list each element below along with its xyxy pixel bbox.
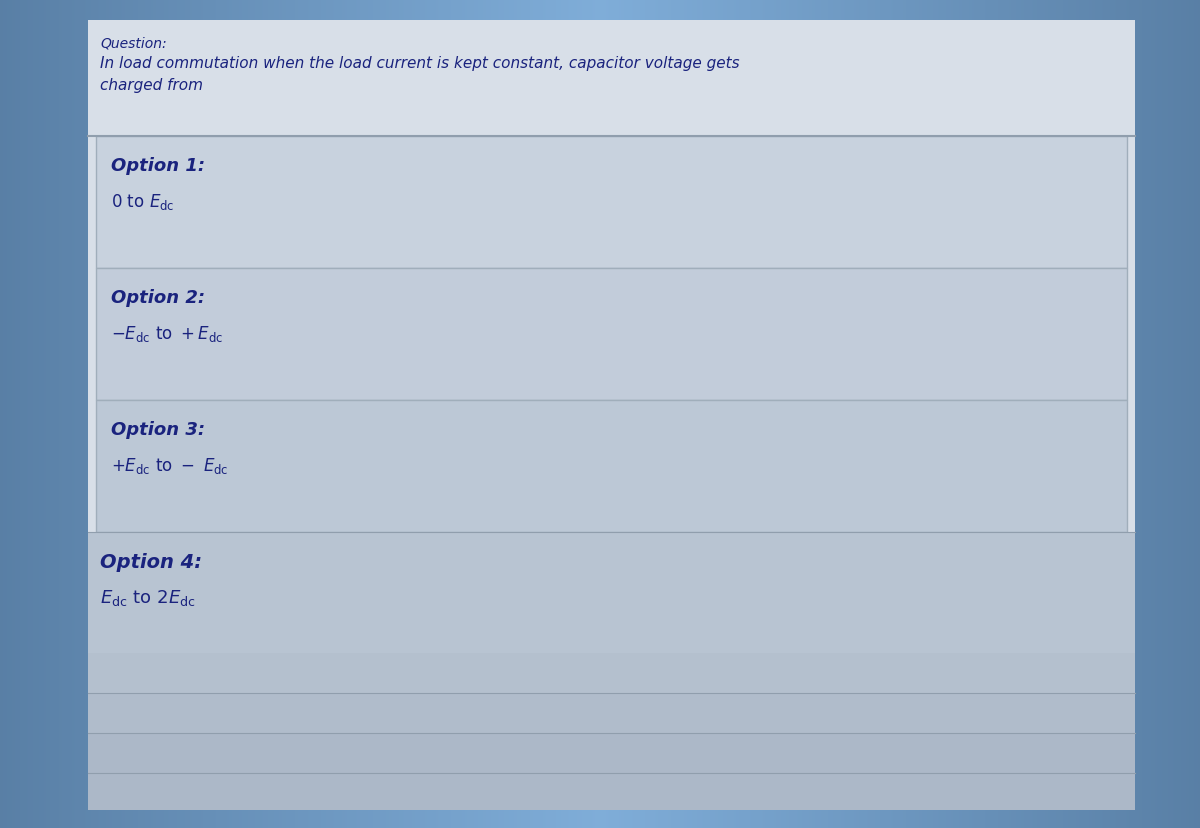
FancyBboxPatch shape bbox=[96, 137, 1127, 268]
FancyBboxPatch shape bbox=[88, 773, 1135, 810]
Text: charged from: charged from bbox=[100, 78, 203, 93]
FancyBboxPatch shape bbox=[88, 653, 1135, 693]
Text: $E_{\mathrm{dc}}\ \mathrm{to}\ 2E_{\mathrm{dc}}$: $E_{\mathrm{dc}}\ \mathrm{to}\ 2E_{\math… bbox=[100, 587, 196, 607]
Text: $0\ \mathrm{to}\ E_{\mathrm{dc}}$: $0\ \mathrm{to}\ E_{\mathrm{dc}}$ bbox=[112, 192, 174, 212]
Text: Option 4:: Option 4: bbox=[100, 552, 202, 571]
Text: Option 2:: Option 2: bbox=[112, 289, 205, 306]
FancyBboxPatch shape bbox=[88, 21, 1135, 810]
FancyBboxPatch shape bbox=[88, 693, 1135, 733]
Text: Option 1:: Option 1: bbox=[112, 156, 205, 175]
FancyBboxPatch shape bbox=[88, 21, 1135, 137]
FancyBboxPatch shape bbox=[88, 733, 1135, 773]
FancyBboxPatch shape bbox=[88, 532, 1135, 653]
Text: $-E_{\mathrm{dc}}\ \mathrm{to}\ +E_{\mathrm{dc}}$: $-E_{\mathrm{dc}}\ \mathrm{to}\ +E_{\mat… bbox=[112, 324, 223, 344]
Text: Option 3:: Option 3: bbox=[112, 421, 205, 439]
Text: $+E_{\mathrm{dc}}\ \mathrm{to}\ -\ E_{\mathrm{dc}}$: $+E_{\mathrm{dc}}\ \mathrm{to}\ -\ E_{\m… bbox=[112, 455, 228, 475]
Text: Question:: Question: bbox=[100, 36, 167, 50]
FancyBboxPatch shape bbox=[96, 401, 1127, 532]
FancyBboxPatch shape bbox=[96, 268, 1127, 401]
Text: In load commutation when the load current is kept constant, capacitor voltage ge: In load commutation when the load curren… bbox=[100, 56, 739, 71]
